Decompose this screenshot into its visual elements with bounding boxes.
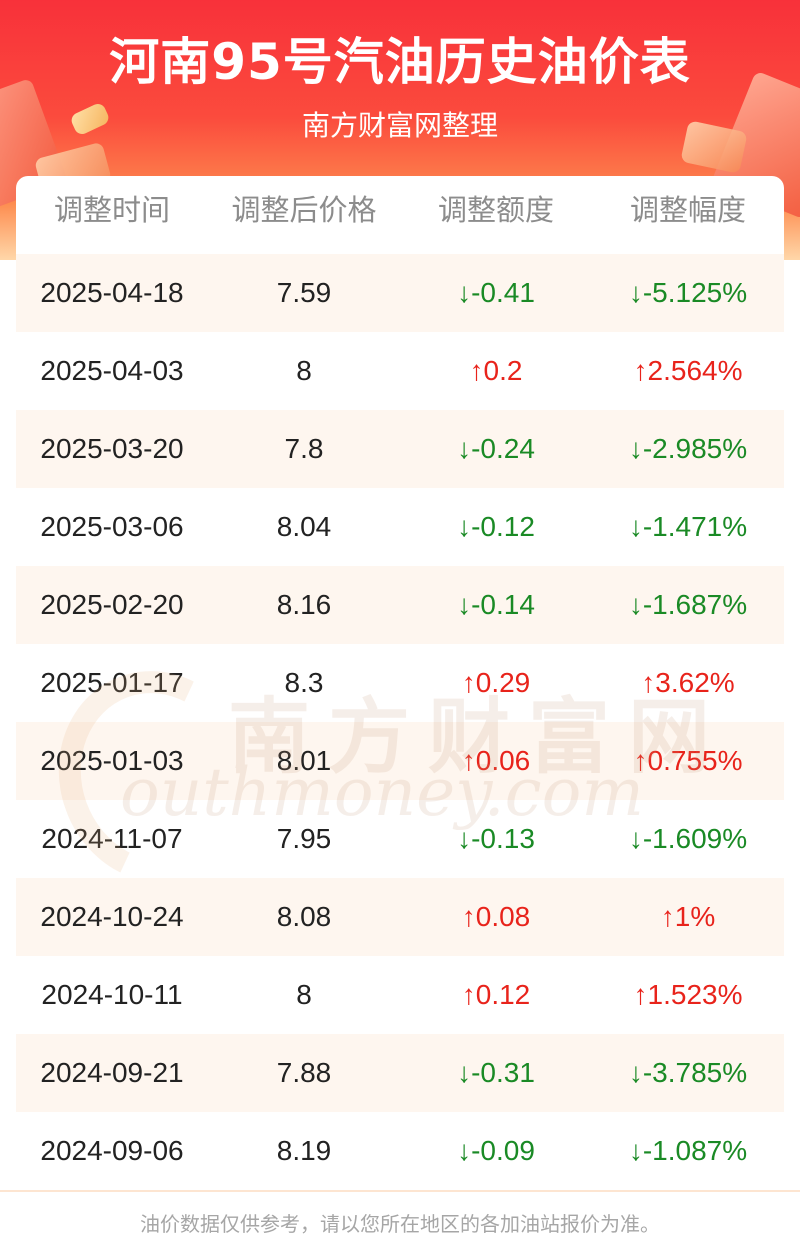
column-header-date: 调整时间 xyxy=(53,193,170,227)
cell-date: 2025-03-20 xyxy=(40,433,184,464)
cell-percent: ↓-1.471% xyxy=(628,511,748,542)
cell-date: 2025-01-17 xyxy=(40,667,184,698)
cell-percent: ↓-3.785% xyxy=(628,1057,748,1088)
cell-amount: ↑0.12 xyxy=(461,979,531,1010)
cell-date: 2024-09-21 xyxy=(40,1057,184,1088)
cell-amount: ↓-0.24 xyxy=(457,433,535,464)
page-title: 河南95号汽油历史油价表 xyxy=(109,33,691,91)
cell-price: 7.8 xyxy=(284,433,324,464)
cell-percent: ↑3.62% xyxy=(641,667,735,698)
table-row: 2024-10-11 8 ↑0.12 ↑1.523% xyxy=(16,956,784,1034)
table-row: 2025-01-03 8.01 ↑0.06 ↑0.755% xyxy=(16,722,784,800)
cell-date: 2025-04-03 xyxy=(40,355,184,386)
cell-date: 2024-09-06 xyxy=(40,1135,184,1166)
table-row: 2025-02-20 8.16 ↓-0.14 ↓-1.687% xyxy=(16,566,784,644)
footer-note: 油价数据仅供参考，请以您所在地区的各加油站报价为准。 xyxy=(140,1212,660,1236)
column-header-amount: 调整额度 xyxy=(437,193,554,227)
cell-date: 2024-10-11 xyxy=(41,979,183,1010)
table-row: 2024-10-24 8.08 ↑0.08 ↑1% xyxy=(16,878,784,956)
cell-date: 2025-03-06 xyxy=(40,511,184,542)
cell-price: 8.04 xyxy=(276,511,332,542)
cell-percent: ↓-1.687% xyxy=(628,589,748,620)
table-row: 2025-03-06 8.04 ↓-0.12 ↓-1.471% xyxy=(16,488,784,566)
cell-amount: ↓-0.13 xyxy=(457,823,535,854)
cell-amount: ↓-0.09 xyxy=(457,1135,535,1166)
table-row: 2024-09-06 8.19 ↓-0.09 ↓-1.087% xyxy=(16,1112,784,1190)
cell-price: 8.3 xyxy=(284,667,324,698)
cell-price: 8 xyxy=(296,979,312,1010)
cell-date: 2025-02-20 xyxy=(40,589,184,620)
cell-date: 2025-01-03 xyxy=(40,745,184,776)
cell-price: 8 xyxy=(296,355,312,386)
table-row: 2024-11-07 7.95 ↓-0.13 ↓-1.609% xyxy=(16,800,784,878)
cell-amount: ↓-0.31 xyxy=(457,1057,535,1088)
cell-percent: ↑2.564% xyxy=(633,355,743,386)
table-header: 调整时间 调整后价格 调整额度 调整幅度 xyxy=(16,176,784,254)
cell-percent: ↓-1.609% xyxy=(628,823,748,854)
cell-percent: ↑1% xyxy=(660,901,716,932)
cell-amount: ↑0.2 xyxy=(469,355,523,386)
cell-price: 7.95 xyxy=(276,823,332,854)
table-row: 2025-01-17 8.3 ↑0.29 ↑3.62% xyxy=(16,644,784,722)
cell-date: 2025-04-18 xyxy=(40,277,184,308)
cell-amount: ↑0.29 xyxy=(461,667,531,698)
price-table-card: 调整时间 调整后价格 调整额度 调整幅度 2025-04-18 7.59 ↓-0.4… xyxy=(16,176,784,1190)
footer-divider xyxy=(0,1190,800,1192)
table-body: 2025-04-18 7.59 ↓-0.41 ↓-5.125% 2025-04-03 8 ↑… xyxy=(16,254,784,1190)
cell-amount: ↑0.08 xyxy=(461,901,531,932)
cell-amount: ↓-0.14 xyxy=(457,589,535,620)
cell-percent: ↑0.755% xyxy=(633,745,743,776)
cell-amount: ↓-0.12 xyxy=(457,511,535,542)
page-subtitle: 南方财富网整理 xyxy=(301,109,498,142)
cell-percent: ↑1.523% xyxy=(633,979,743,1010)
cell-price: 8.16 xyxy=(276,589,332,620)
table-row: 2025-03-20 7.8 ↓-0.24 ↓-2.985% xyxy=(16,410,784,488)
cell-price: 7.59 xyxy=(276,277,332,308)
table-row: 2024-09-21 7.88 ↓-0.31 ↓-3.785% xyxy=(16,1034,784,1112)
cell-price: 8.01 xyxy=(276,745,332,776)
cell-price: 8.19 xyxy=(276,1135,332,1166)
cell-amount: ↓-0.41 xyxy=(457,277,535,308)
cell-price: 7.88 xyxy=(276,1057,332,1088)
cell-percent: ↓-1.087% xyxy=(628,1135,748,1166)
cell-date: 2024-10-24 xyxy=(40,901,184,932)
cell-date: 2024-11-07 xyxy=(41,823,183,854)
cell-amount: ↑0.06 xyxy=(461,745,531,776)
column-header-percent: 调整幅度 xyxy=(629,193,746,227)
table-row: 2025-04-03 8 ↑0.2 ↑2.564% xyxy=(16,332,784,410)
cell-price: 8.08 xyxy=(276,901,332,932)
cell-percent: ↓-5.125% xyxy=(628,277,748,308)
column-header-price: 调整后价格 xyxy=(231,193,377,227)
table-row: 2025-04-18 7.59 ↓-0.41 ↓-5.125% xyxy=(16,254,784,332)
cell-percent: ↓-2.985% xyxy=(628,433,748,464)
